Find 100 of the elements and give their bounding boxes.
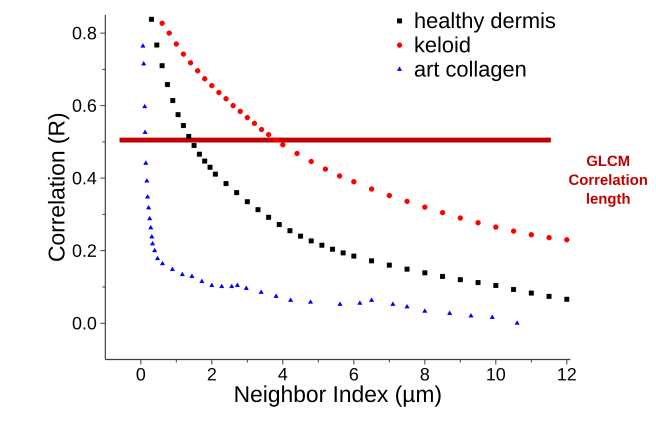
point [160,260,165,266]
point [234,190,240,196]
x-tick-label: 6 [350,368,358,381]
point [152,248,158,252]
point [280,142,286,148]
point [369,258,374,264]
point [319,242,324,248]
point [287,228,292,234]
point [493,282,498,288]
point [336,173,342,179]
x-tick-label: 8 [420,368,430,381]
point [468,313,474,318]
point [180,122,186,128]
y-axis-title: Correlation (R) [48,114,70,261]
point [216,90,222,96]
point [190,274,194,278]
point [386,192,392,198]
point [422,270,428,276]
legend-label: healthy dermis [415,12,556,32]
point [440,274,446,279]
point [170,266,175,271]
point [196,152,202,157]
point [144,178,150,182]
point [244,286,249,290]
point [528,232,534,238]
point [564,296,570,302]
point [546,234,552,240]
point [145,194,150,198]
point [288,297,294,302]
point [368,186,374,192]
x-tick-label: 4 [278,368,288,380]
point [510,228,516,234]
point [458,215,464,221]
point [154,42,160,48]
point [180,51,186,57]
point [294,150,300,156]
y-tick-label: 0.8 [72,26,96,40]
point [192,142,197,148]
point [234,282,240,287]
point [546,294,552,299]
point [199,278,204,283]
point [209,82,215,88]
point [159,20,165,26]
point [174,41,180,47]
point [150,240,155,246]
point [338,301,342,306]
point [141,61,146,66]
point [252,120,258,126]
point [564,237,570,242]
point [255,207,260,212]
point [244,114,250,120]
point [404,198,410,204]
point [422,308,428,313]
point [140,43,146,48]
point [170,98,176,103]
point [476,280,481,285]
point [404,266,410,272]
x-tick-label: 12 [558,368,576,380]
point [369,297,374,302]
point [202,158,208,164]
point [258,290,264,294]
point [298,234,304,239]
point [146,205,152,210]
point [258,126,264,132]
point [180,272,185,276]
point [155,256,160,260]
point [514,320,520,325]
point [422,204,428,210]
point [148,224,154,230]
point [330,246,336,252]
point [475,220,481,226]
point [208,164,213,170]
x-tick-label: 2 [208,368,216,380]
point [238,108,243,114]
x-tick-label: 10 [487,368,506,381]
point [224,181,229,186]
point [447,310,452,315]
point [308,238,314,244]
point [266,214,272,220]
point [390,301,396,306]
point [404,304,410,308]
point [230,102,236,108]
x-tick-label: 0 [136,368,146,381]
point [229,284,234,288]
point [143,160,148,165]
point [164,82,170,87]
point [188,60,194,66]
annotation: GLCM Correlation length [569,156,647,207]
y-tick-label: 0.2 [72,244,96,257]
x-axis-title: Neighbor Index (µm) [235,385,441,407]
point [276,222,282,227]
point [490,314,495,319]
point [351,254,356,259]
point [340,250,346,256]
point [160,63,165,68]
point [147,216,152,220]
point [209,282,214,287]
point [274,294,279,298]
point [142,104,148,108]
point [219,284,224,288]
